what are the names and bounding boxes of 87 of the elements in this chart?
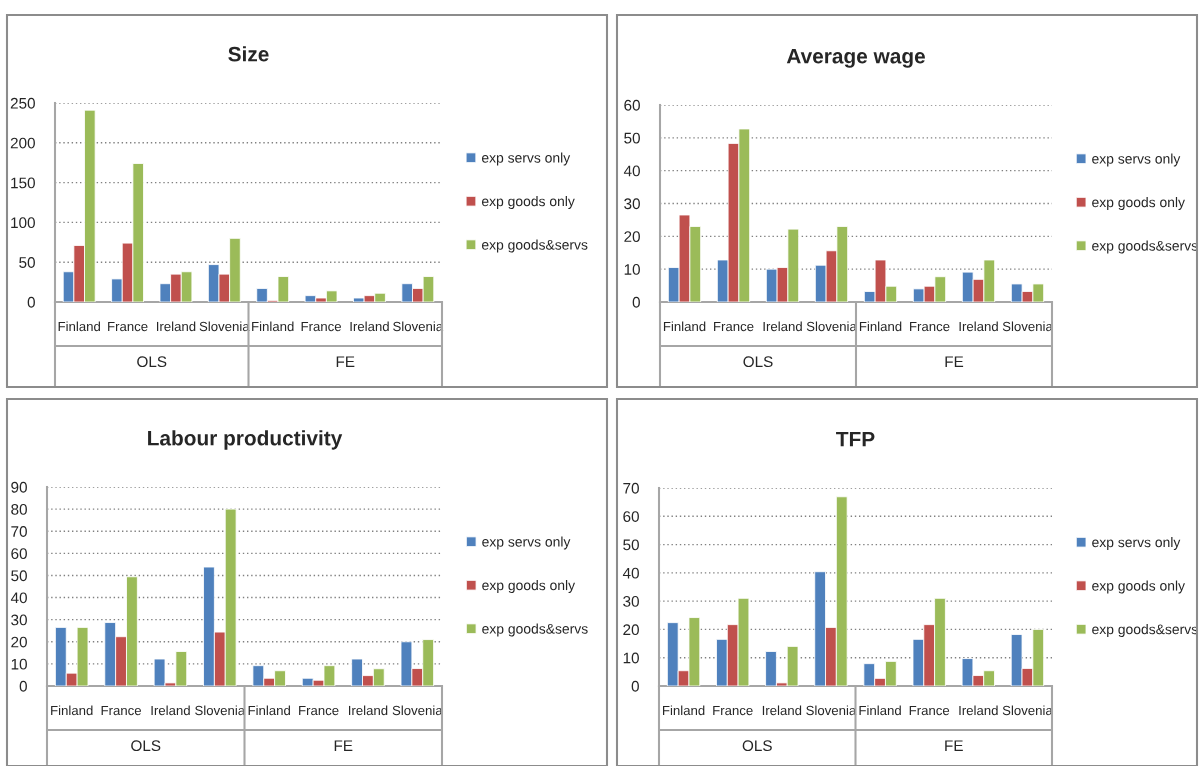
legend-label: exp goods only bbox=[482, 580, 576, 593]
legend-label: exp goods&servs bbox=[1092, 240, 1198, 254]
y-tick-label: 10 bbox=[623, 652, 639, 664]
x-tick-label: Slovenia bbox=[806, 321, 857, 332]
y-tick-label: 30 bbox=[11, 614, 27, 626]
x-tick-label: Slovenia bbox=[1002, 321, 1053, 332]
y-tick-label: 50 bbox=[624, 132, 640, 144]
x-tick-label: Ireland bbox=[348, 705, 388, 716]
x-tick-label: Ireland bbox=[151, 705, 190, 716]
y-tick-label: 0 bbox=[27, 296, 35, 308]
y-tick-label: 150 bbox=[11, 177, 35, 189]
x-tick-label: Finland bbox=[859, 705, 901, 716]
x-tick-label: Finland bbox=[51, 705, 93, 716]
y-tick-label: 30 bbox=[624, 198, 640, 210]
text: OLS bbox=[743, 356, 773, 368]
y-tick-label: 60 bbox=[623, 511, 639, 522]
y-tick-label: 60 bbox=[11, 548, 27, 560]
x-tick-label: Slovenia bbox=[1002, 705, 1053, 716]
y-tick-label: 30 bbox=[623, 596, 639, 607]
x-tick-label: France bbox=[910, 321, 950, 332]
x-tick-label: Ireland bbox=[763, 321, 802, 332]
text: FE bbox=[945, 356, 964, 367]
y-tick-label: 60 bbox=[624, 99, 640, 111]
text: FE bbox=[336, 356, 355, 367]
y-tick-label: 20 bbox=[624, 231, 640, 243]
chart-title: Labour productivity bbox=[148, 430, 343, 450]
y-tick-label: 50 bbox=[11, 570, 27, 582]
legend-label: exp servs only bbox=[1092, 153, 1181, 167]
text: OLS bbox=[742, 740, 772, 752]
legend-label: exp servs only bbox=[482, 536, 571, 550]
chart-title: Size bbox=[228, 46, 269, 62]
legend-label: exp goods&servs bbox=[481, 239, 588, 253]
y-tick-label: 0 bbox=[631, 680, 639, 692]
y-tick-label: 80 bbox=[11, 503, 27, 515]
y-tick-label: 90 bbox=[11, 481, 27, 493]
legend-label: exp servs only bbox=[481, 152, 571, 166]
y-tick-label: 0 bbox=[632, 296, 640, 308]
x-tick-label: Finland bbox=[58, 321, 100, 332]
text: FE bbox=[945, 740, 963, 751]
chart-title: Average wage bbox=[786, 49, 925, 68]
x-tick-label: Finland bbox=[248, 705, 290, 716]
x-tick-label: Finland bbox=[663, 705, 705, 716]
y-tick-label: 70 bbox=[623, 482, 639, 494]
y-tick-label: 50 bbox=[623, 539, 639, 551]
x-tick-label: Slovenia bbox=[195, 705, 246, 716]
text: OLS bbox=[131, 740, 161, 752]
x-tick-label: Slovenia bbox=[392, 705, 443, 716]
x-tick-label: Ireland bbox=[762, 705, 802, 716]
legend-label: exp servs only bbox=[1092, 537, 1181, 550]
x-tick-label: Slovenia bbox=[806, 705, 857, 716]
x-tick-label: Finland bbox=[859, 321, 902, 332]
y-tick-label: 40 bbox=[10, 592, 27, 604]
y-tick-label: 40 bbox=[622, 567, 639, 579]
y-tick-label: 100 bbox=[11, 217, 35, 229]
y-tick-label: 40 bbox=[623, 165, 640, 177]
legend-label: exp goods only bbox=[1092, 580, 1185, 594]
y-tick-label: 10 bbox=[624, 264, 640, 275]
x-tick-label: France bbox=[108, 321, 148, 332]
x-tick-label: Ireland bbox=[350, 321, 389, 332]
x-tick-label: Ireland bbox=[959, 705, 998, 716]
y-tick-label: 10 bbox=[11, 658, 27, 670]
x-tick-label: Slovenia bbox=[393, 321, 444, 332]
x-tick-label: Slovenia bbox=[199, 321, 250, 332]
y-tick-label: 250 bbox=[10, 97, 35, 109]
y-tick-label: 200 bbox=[10, 137, 35, 149]
x-tick-label: France bbox=[101, 705, 142, 716]
x-tick-label: Finland bbox=[663, 321, 706, 332]
legend-label: exp goods&servs bbox=[482, 623, 588, 637]
y-tick-label: 20 bbox=[11, 636, 27, 648]
y-tick-label: 0 bbox=[19, 680, 27, 692]
x-tick-label: France bbox=[714, 321, 754, 332]
x-tick-label: France bbox=[909, 705, 950, 716]
x-tick-label: France bbox=[713, 705, 753, 716]
y-tick-label: 20 bbox=[623, 624, 639, 636]
x-tick-label: Ireland bbox=[959, 321, 998, 332]
x-tick-label: Ireland bbox=[156, 321, 196, 332]
y-tick-label: 50 bbox=[19, 257, 35, 268]
legend-label: exp goods only bbox=[481, 196, 575, 209]
x-tick-label: France bbox=[301, 321, 342, 332]
text: FE bbox=[334, 740, 353, 751]
chart-title: TFP bbox=[836, 432, 875, 447]
x-tick-label: France bbox=[299, 705, 339, 716]
legend-label: exp goods&servs bbox=[1092, 624, 1198, 637]
text: OLS bbox=[137, 356, 167, 368]
x-tick-label: Finland bbox=[252, 321, 294, 332]
y-tick-label: 70 bbox=[11, 526, 27, 537]
legend-label: exp goods only bbox=[1092, 197, 1185, 210]
